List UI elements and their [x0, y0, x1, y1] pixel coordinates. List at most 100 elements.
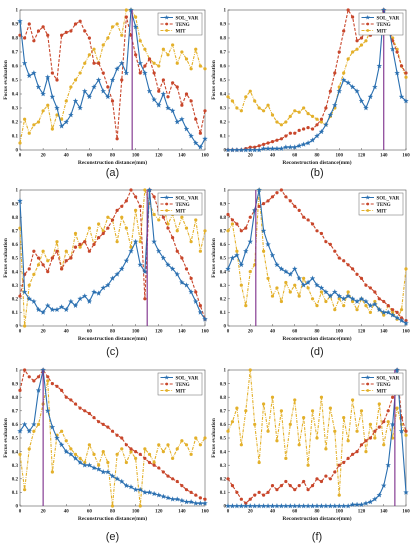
data-point-teng — [270, 484, 275, 488]
y-axis-label: Focus evaluation — [211, 418, 217, 458]
panel-caption: (d) — [310, 346, 323, 358]
data-point-sol_var — [109, 473, 116, 479]
data-point-mit — [319, 290, 324, 294]
data-point-mit — [87, 443, 91, 447]
x-tick-label: 140 — [380, 330, 388, 335]
data-point-sol_var — [247, 238, 253, 245]
data-point-teng — [166, 95, 170, 99]
data-point-teng — [138, 204, 142, 208]
data-point-teng — [230, 484, 235, 488]
y-axis-label: Focus evaluation — [3, 418, 9, 458]
data-point-teng — [262, 142, 266, 146]
data-point-sol_var — [21, 421, 28, 427]
y-tick-label: 0.6 — [12, 65, 19, 70]
data-point-sol_var — [345, 79, 351, 86]
y-tick-label: 0.2 — [220, 478, 227, 483]
data-point-teng — [120, 78, 124, 82]
data-point-mit — [364, 304, 368, 308]
y-tick-label: 0.7 — [220, 410, 227, 415]
legend-label-teng: TENG — [176, 383, 190, 388]
data-point-teng — [315, 477, 319, 481]
data-point-mit — [297, 443, 301, 447]
data-point-sol_var — [193, 140, 199, 146]
data-point-teng — [324, 474, 328, 478]
data-point-mit — [171, 43, 175, 47]
data-point-teng — [161, 215, 165, 219]
data-point-mit — [124, 226, 128, 230]
data-point-sol_var — [174, 496, 180, 502]
data-point-sol_var — [109, 275, 116, 281]
data-point-sol_var — [193, 298, 199, 304]
data-point-mit — [180, 215, 184, 219]
data-point-teng — [110, 429, 115, 433]
data-point-mit — [171, 456, 175, 460]
y-tick-label: 0.9 — [12, 382, 19, 387]
data-point-mit — [359, 409, 364, 413]
data-point-sol_var — [58, 123, 65, 129]
data-point-mit — [351, 50, 355, 54]
data-point-teng — [32, 249, 36, 253]
data-point-mit — [346, 290, 350, 294]
data-point-sol_var — [296, 275, 302, 281]
x-tick-label: 160 — [402, 510, 410, 515]
x-tick-label: 100 — [336, 510, 344, 515]
x-tick-label: 80 — [110, 510, 116, 515]
data-point-teng — [310, 222, 315, 226]
data-point-teng — [248, 497, 252, 501]
data-point-sol_var — [372, 301, 378, 307]
data-point-mit — [194, 436, 198, 440]
data-point-sol_var — [21, 60, 28, 66]
legend-marker-sol_var — [164, 195, 170, 200]
data-point-teng — [78, 19, 82, 23]
data-point-sol_var — [86, 93, 93, 100]
data-point-sol_var — [318, 128, 325, 135]
data-point-mit — [134, 208, 138, 212]
data-point-teng — [270, 140, 275, 144]
data-point-sol_var — [77, 459, 83, 465]
data-point-sol_var — [132, 238, 139, 245]
y-tick-label: 0.9 — [12, 202, 19, 207]
legend-marker-teng — [366, 22, 370, 26]
data-point-teng — [293, 131, 297, 135]
data-point-sol_var — [54, 435, 60, 441]
data-point-mit — [270, 294, 275, 298]
data-point-mit — [120, 215, 124, 219]
data-point-mit — [239, 283, 243, 287]
data-point-mit — [180, 439, 184, 443]
data-point-teng — [275, 488, 279, 492]
legend-label-mit: MIT — [377, 209, 388, 214]
legend-marker-sol_var — [365, 195, 371, 200]
data-point-mit — [27, 283, 31, 287]
x-tick-label: 80 — [110, 330, 116, 335]
data-point-teng — [355, 272, 359, 276]
data-point-teng — [395, 50, 399, 54]
data-point-teng — [115, 208, 119, 212]
data-point-mit — [180, 50, 184, 54]
x-tick-label: 120 — [155, 154, 163, 159]
data-point-sol_var — [109, 77, 116, 83]
data-point-teng — [36, 29, 41, 33]
data-point-sol_var — [202, 500, 208, 506]
x-tick-label: 160 — [402, 154, 410, 159]
data-point-sol_var — [174, 271, 180, 277]
data-point-teng — [83, 240, 87, 244]
data-point-sol_var — [49, 306, 56, 313]
data-point-teng — [55, 384, 59, 388]
data-point-teng — [279, 484, 283, 488]
data-point-mit — [288, 114, 292, 118]
data-point-mit — [257, 106, 261, 110]
data-point-sol_var — [243, 248, 249, 254]
x-tick-label: 160 — [402, 330, 410, 335]
data-point-mit — [60, 429, 64, 433]
data-point-mit — [106, 460, 110, 465]
y-axis-label: Focus evaluation — [211, 60, 217, 100]
data-point-teng — [92, 416, 96, 420]
data-point-mit — [143, 47, 147, 51]
data-point-sol_var — [142, 489, 148, 495]
data-point-sol_var — [188, 499, 194, 505]
x-tick-label: 120 — [358, 154, 366, 159]
data-point-sol_var — [169, 107, 176, 114]
data-point-teng — [364, 439, 368, 443]
data-point-mit — [120, 33, 124, 37]
data-point-mit — [310, 297, 315, 301]
